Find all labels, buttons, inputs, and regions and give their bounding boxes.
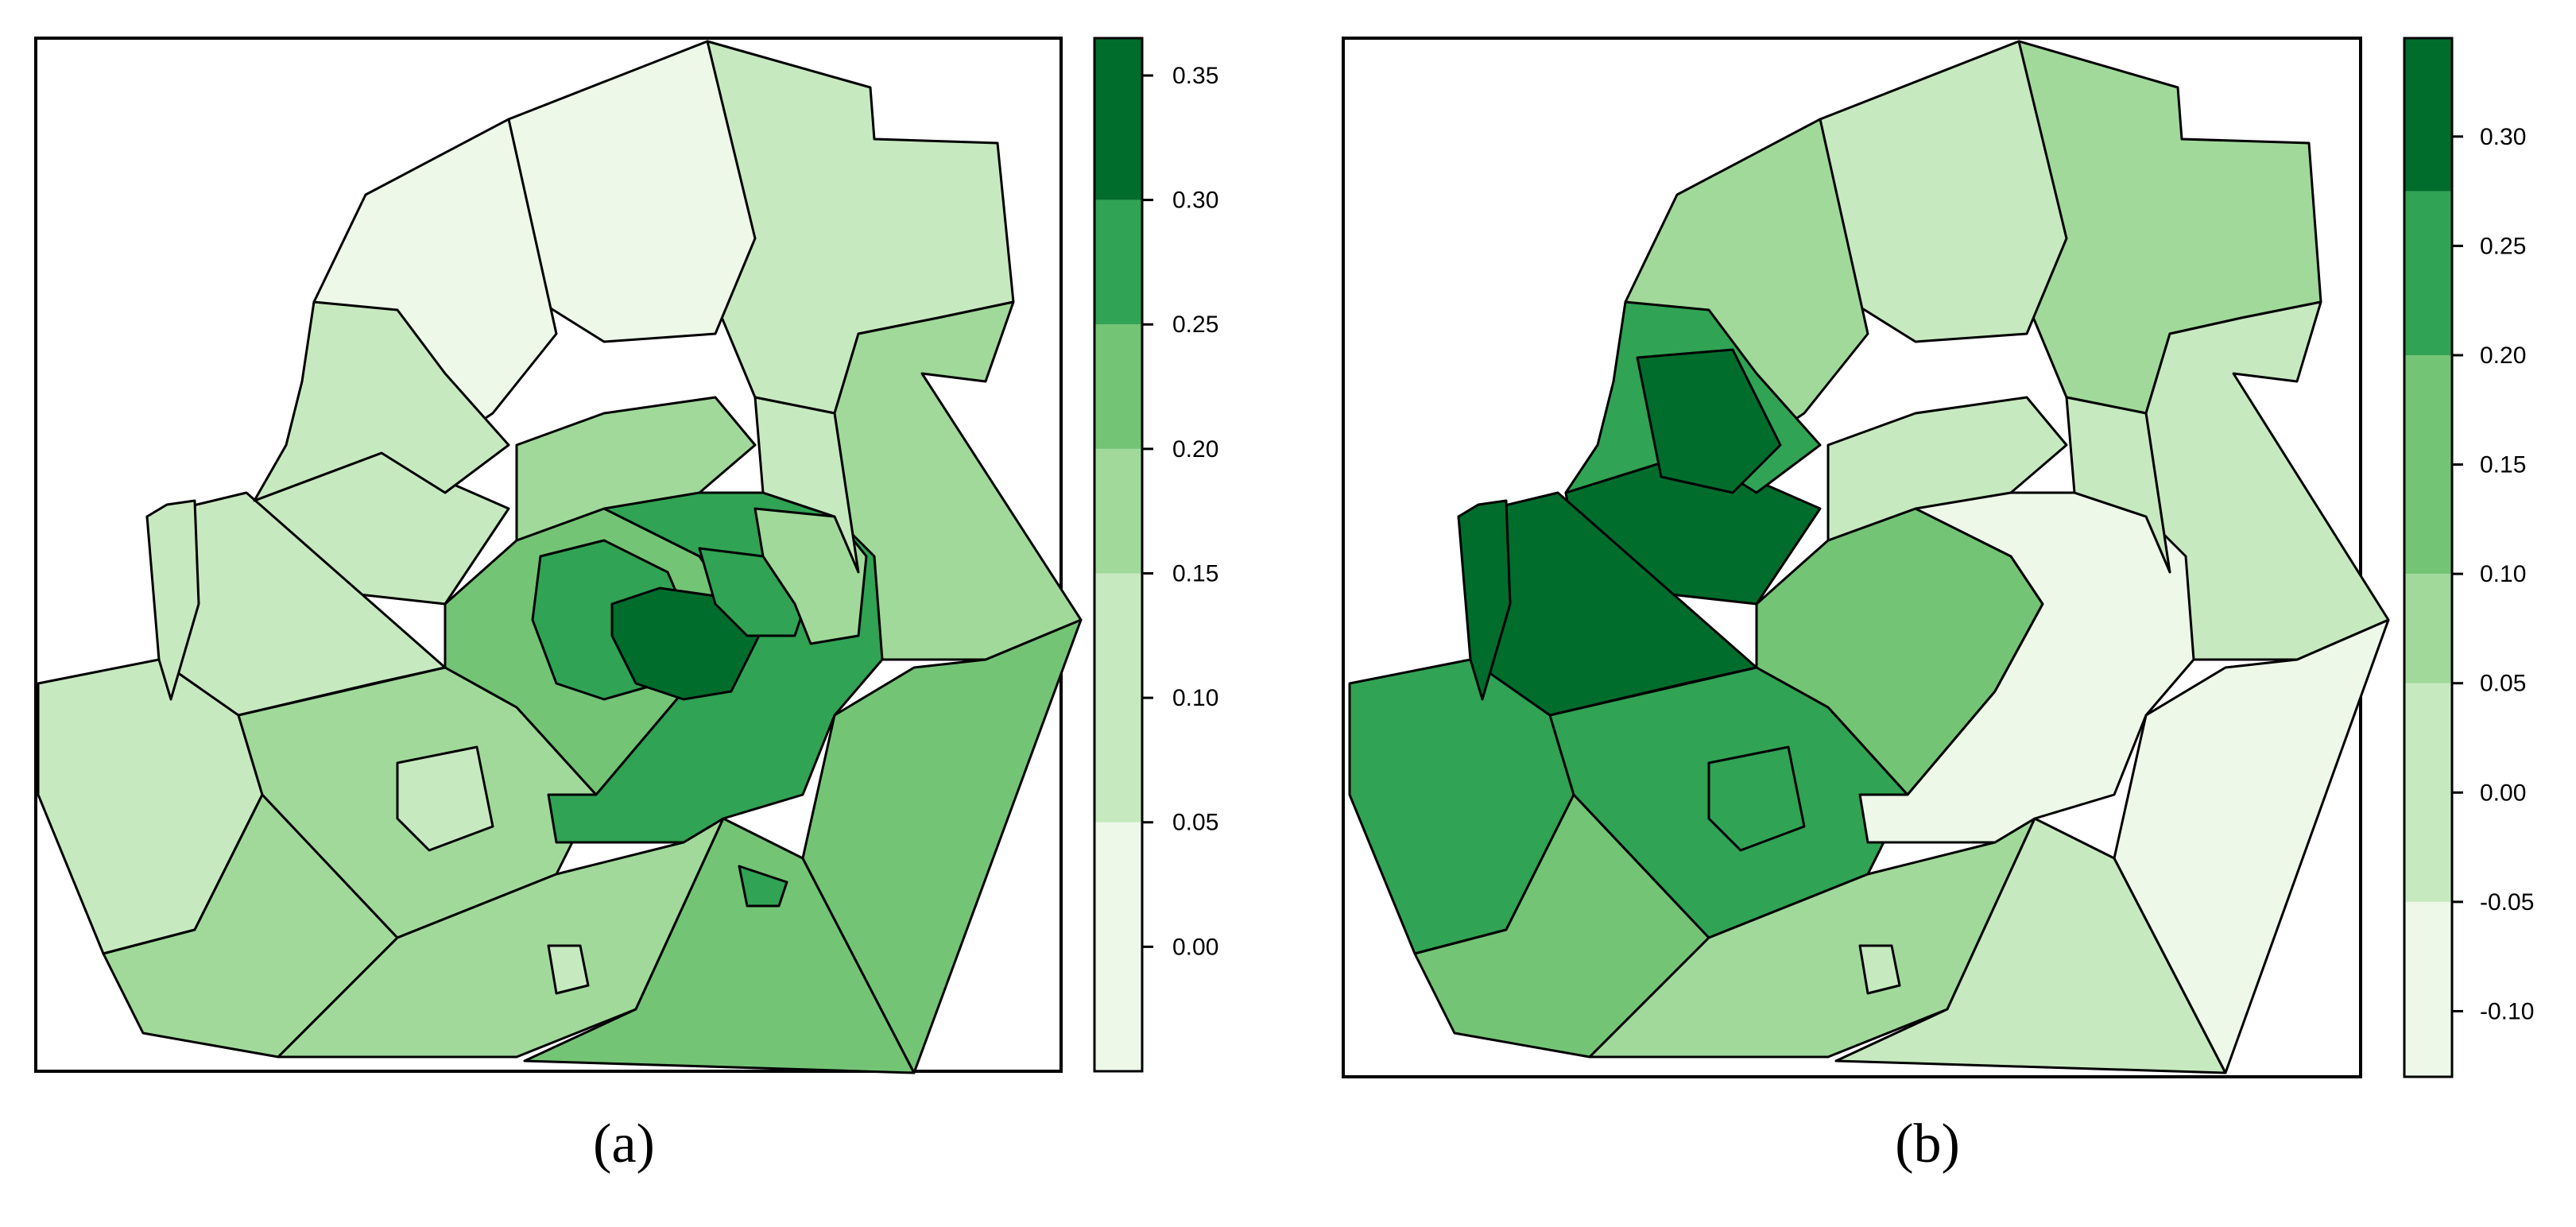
colorbar-tick-label: 0.25 bbox=[2480, 233, 2526, 259]
colorbar-a bbox=[1093, 37, 1144, 1073]
choropleth-map-b bbox=[1348, 40, 2390, 1074]
panel-b-figure: 0.30 0.25 0.20 0.15 0.10 0.05 0.00 -0.05 -0.10 bbox=[1342, 37, 2534, 1078]
colorbar-bin bbox=[1094, 822, 1142, 1071]
region bbox=[1636, 348, 1782, 494]
colorbar-bin bbox=[1094, 324, 1142, 449]
colorbar-tick-label: 0.10 bbox=[2480, 561, 2526, 587]
choropleth-map-a bbox=[37, 40, 1083, 1074]
region bbox=[1707, 745, 1806, 852]
colorbar-tick-label: 0.20 bbox=[2480, 343, 2526, 369]
colorbar-tick-label: -0.05 bbox=[2480, 889, 2534, 915]
region bbox=[753, 396, 860, 574]
region bbox=[1826, 396, 2068, 542]
colorbar-tick-label: 0.00 bbox=[1172, 934, 1218, 960]
colorbar-bin bbox=[1094, 38, 1142, 200]
panel-a: 0.35 0.30 0.25 0.20 0.15 0.10 0.05 0.00 (a) bbox=[34, 37, 1218, 1175]
colorbar-tick-label: -0.10 bbox=[2480, 998, 2534, 1024]
panel-label-b: (b) bbox=[1895, 1113, 1960, 1175]
colorbar-bin bbox=[1094, 199, 1142, 325]
colorbar-bin bbox=[2404, 901, 2452, 1077]
colorbar-bin bbox=[1094, 448, 1142, 574]
region bbox=[547, 944, 590, 995]
colorbar-tick-label: 0.15 bbox=[2480, 452, 2526, 478]
colorbar-tick-label: 0.25 bbox=[1172, 312, 1218, 338]
panel-label-a: (a) bbox=[593, 1113, 655, 1175]
colorbar-frame bbox=[1093, 37, 1144, 1073]
colorbar-bin bbox=[1094, 573, 1142, 823]
region bbox=[1858, 944, 1901, 995]
colorbar-a-ticks: 0.35 0.30 0.25 0.20 0.15 0.10 0.05 0.00 bbox=[1142, 63, 1218, 960]
colorbar-bin bbox=[2404, 683, 2452, 902]
region bbox=[1834, 817, 2227, 1074]
region bbox=[738, 865, 788, 908]
colorbar-bin bbox=[2404, 191, 2452, 355]
map-frame-a bbox=[34, 37, 1063, 1073]
region bbox=[610, 586, 765, 701]
colorbar-tick-label: 0.30 bbox=[2480, 124, 2526, 150]
colorbar-tick-label: 0.00 bbox=[2480, 780, 2526, 806]
colorbar-tick-label: 0.05 bbox=[2480, 671, 2526, 697]
region bbox=[1457, 499, 1512, 701]
colorbar-tick-label: 0.15 bbox=[1172, 560, 1218, 586]
map-frame-b bbox=[1342, 37, 2362, 1078]
region bbox=[2065, 396, 2171, 574]
colorbar-tick-label: 0.20 bbox=[1172, 436, 1218, 463]
colorbar-b-ticks: 0.30 0.25 0.20 0.15 0.10 0.05 0.00 -0.05 -0.10 bbox=[2452, 124, 2534, 1024]
region bbox=[396, 745, 494, 852]
colorbar-bin bbox=[2404, 574, 2452, 683]
region bbox=[145, 499, 200, 701]
colorbar-bin bbox=[2404, 38, 2452, 192]
colorbar-b bbox=[2403, 37, 2454, 1078]
colorbar-tick-label: 0.05 bbox=[1172, 810, 1218, 836]
region bbox=[515, 396, 757, 542]
colorbar-tick-label: 0.10 bbox=[1172, 685, 1218, 711]
panel-b: 0.30 0.25 0.20 0.15 0.10 0.05 0.00 -0.05 -0.10 (… bbox=[1288, 0, 2575, 1227]
colorbar-tick-label: 0.35 bbox=[1172, 63, 1218, 89]
colorbar-bin bbox=[2404, 354, 2452, 575]
region bbox=[523, 817, 916, 1074]
colorbar-tick-label: 0.30 bbox=[1172, 188, 1218, 214]
colorbar-frame bbox=[2403, 37, 2454, 1078]
region bbox=[253, 300, 510, 502]
panel-a-figure: 0.35 0.30 0.25 0.20 0.15 0.10 0.05 0.00 bbox=[34, 37, 1218, 1074]
